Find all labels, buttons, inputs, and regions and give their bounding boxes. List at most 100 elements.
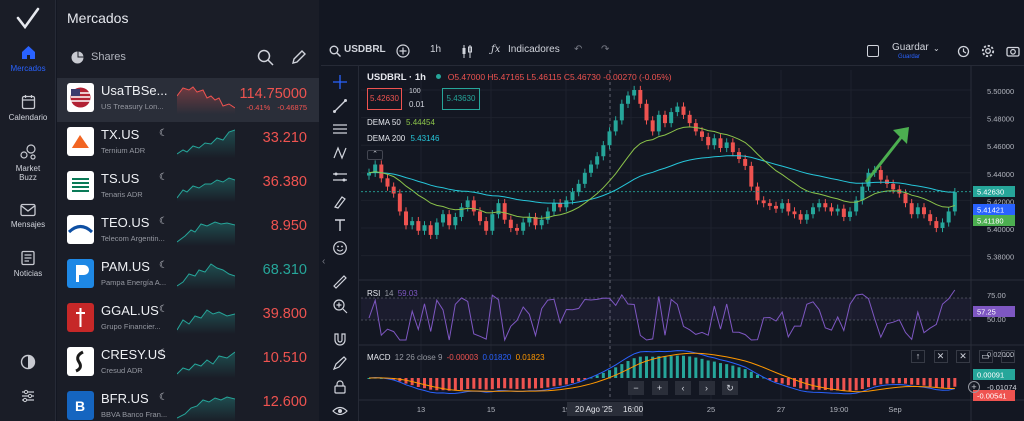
macd-bar [515,378,519,390]
ticker-name: Cresud ADR [101,366,143,375]
macd-bar [768,378,772,380]
gear-icon[interactable] [981,44,995,58]
watchlist-row[interactable]: TEO.US Telecom Argentin... ☾ 8.950 [57,210,319,254]
zoom-in-button[interactable]: + [651,381,668,395]
indicators-button[interactable]: Indicadores [508,44,560,55]
zoom-out-button[interactable]: − [628,381,644,395]
buzz-icon [20,144,36,160]
candle-body [687,114,692,124]
ticker-price: 68.310 [262,262,307,278]
watchlist-row[interactable]: TX.US Ternium ADR ☾ 33.210 [57,122,319,166]
collapse-panel-icon[interactable]: ‹ [322,256,326,267]
delete-pane-icon[interactable]: ✕ [956,350,971,363]
search-icon[interactable] [257,49,274,66]
brush-icon[interactable] [332,193,348,209]
change-abs: -0.46875 [277,103,307,112]
magnet-icon[interactable] [332,331,348,347]
symbol-selector[interactable]: USDBRL [344,44,386,55]
macd-bar [811,378,815,390]
sell-button[interactable]: 5.42630 [367,88,402,110]
settings-pane-icon[interactable]: ⋯ [1001,350,1016,363]
indicators-icon[interactable]: ƒx [491,44,501,55]
brand-logo-icon[interactable] [14,6,42,32]
watchlist-row[interactable]: GGAL.US Grupo Financier... ☾ 39.800 [57,298,319,342]
order-quantity[interactable]: 100 [409,88,421,95]
watchlist-row[interactable]: UsaTBSe... US Treasury Lon... 114.75000 -0.… [57,78,319,122]
watchlist-row[interactable]: B BFR.US BBVA Banco Fran... ☾ 12.600 [57,386,319,421]
eye-icon[interactable] [332,403,348,419]
reset-chart-button[interactable]: ↻ [722,381,739,395]
save-button[interactable]: Guardar [892,42,929,53]
legend-change: -0.00270 (-0.05%) [603,72,672,82]
macd-bar [651,356,655,378]
candle-body [404,211,408,226]
scroll-left-button[interactable]: ‹ [675,381,692,395]
candle-body [502,203,507,220]
close-pane-icon[interactable]: ✕ [933,350,948,363]
dema50-value: 5.44454 [406,118,435,127]
emoji-icon[interactable] [332,240,348,256]
camera-icon[interactable] [1006,45,1020,57]
buy-button[interactable]: 5.43630 [442,88,480,110]
moon-icon: ☾ [159,128,168,139]
collapse-legend-icon[interactable]: ⌃ [367,150,383,160]
edit-pencil-icon[interactable] [290,49,307,66]
move-up-icon[interactable]: ↑ [911,350,925,363]
nav-item-calendario[interactable]: Calendario [0,94,56,122]
price-axis-label: 5.50000 [987,87,1014,96]
trend-line-icon[interactable] [332,98,348,114]
fib-tools-icon[interactable] [332,169,348,185]
ticker-name: Ternium ADR [101,146,146,155]
interval-selector[interactable]: 1h [430,44,442,55]
ticker-name: Telecom Argentin... [101,234,165,243]
moon-icon: ☾ [159,172,168,183]
maximize-pane-icon[interactable]: ▭ [978,350,993,363]
pattern-icon[interactable] [332,145,348,161]
watchlist-row[interactable]: CRESY.US Cresud ADR ☾ 10.510 [57,342,319,386]
scroll-right-button[interactable]: › [698,381,715,395]
candle-body [564,200,569,208]
ticker-symbol: TEO.US [101,215,150,230]
macd-bar [540,378,544,389]
search-icon[interactable] [329,45,341,57]
nav-item-mensajes[interactable]: Mensajes [0,203,56,229]
candle-body [848,211,852,217]
horizontal-lines-icon[interactable] [332,121,348,137]
macd-bar [873,378,877,386]
time-axis-label: 13 [417,405,425,414]
watchlist-label[interactable]: Shares [91,51,126,63]
rsi-period: 14 [384,289,394,298]
candle-type-icon[interactable] [461,44,473,59]
lock-icon[interactable] [332,379,348,395]
trend-arrow-head [893,127,909,144]
add-price-alert-icon[interactable]: + [968,381,980,393]
macd-bar [577,378,581,382]
add-symbol-icon[interactable] [396,44,410,58]
nav-item-mercados[interactable]: Mercados [0,44,56,73]
settings-sliders-icon[interactable] [20,388,36,404]
macd-bar [910,378,914,385]
alert-clock-icon[interactable] [957,45,970,58]
zoom-in-icon[interactable] [332,298,348,314]
text-tool-icon[interactable] [332,217,348,233]
price-chart[interactable]: 5.50000 5.48000 5.46000 5.44000 5.42000 5.400… [321,0,1024,421]
macd-bar [453,378,457,391]
theme-toggle-icon[interactable] [20,354,36,370]
nav-item-market-buzz[interactable]: Market Buzz [0,143,56,182]
last-price-tag: 5.42630 [977,188,1004,197]
ruler-icon[interactable] [332,274,348,290]
draw-mode-icon[interactable] [332,355,348,371]
nav-item-noticias[interactable]: Noticias [0,250,56,278]
layout-checkbox-icon[interactable] [867,45,879,57]
crosshair-icon[interactable] [332,74,348,90]
redo-icon[interactable]: ↷ [601,44,610,55]
chevron-down-icon[interactable]: ⌄ [933,44,940,53]
watchlist-row[interactable]: TS.US Tenaris ADR ☾ 36.380 [57,166,319,210]
macd-bar [546,378,550,388]
macd-bar [589,377,593,379]
undo-icon[interactable]: ↶ [574,44,583,55]
candle-body [589,164,593,173]
macd-bar [595,375,599,378]
watchlist-row[interactable]: PAM.US Pampa Energía A... ☾ 68.310 [57,254,319,298]
crosshair-date: 20 Ago '25 [575,405,613,414]
